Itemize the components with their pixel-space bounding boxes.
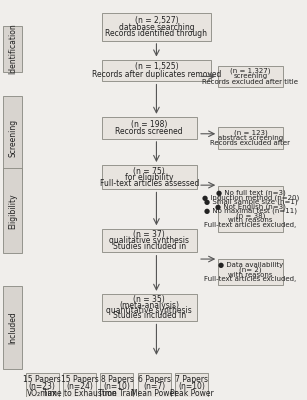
Text: 6 Papers: 6 Papers (138, 376, 171, 384)
Text: 8 Papers: 8 Papers (100, 376, 134, 384)
Text: quantitative synthesis: quantitative synthesis (107, 306, 192, 315)
Text: 7 Papers: 7 Papers (175, 376, 208, 384)
Text: (n=10): (n=10) (178, 382, 205, 391)
Text: Records excluded after: Records excluded after (211, 140, 290, 146)
FancyBboxPatch shape (102, 165, 196, 189)
Text: Eligibility: Eligibility (8, 193, 17, 229)
Text: with reasons: with reasons (228, 272, 273, 278)
Text: (n = 35): (n = 35) (133, 295, 165, 304)
Text: (n=10): (n=10) (103, 382, 130, 391)
Text: Time to Exhaustion: Time to Exhaustion (43, 389, 116, 398)
Text: (n = 123): (n = 123) (234, 129, 267, 136)
Text: Studies included in: Studies included in (113, 242, 186, 251)
Text: Screening: Screening (8, 119, 17, 157)
FancyBboxPatch shape (218, 186, 283, 232)
Text: ● Small sample size (n=1): ● Small sample size (n=1) (204, 199, 297, 205)
FancyBboxPatch shape (218, 259, 283, 285)
Text: (n=24): (n=24) (66, 382, 93, 391)
Text: Full-text articles excluded,: Full-text articles excluded, (204, 222, 297, 228)
Text: abstract screening: abstract screening (218, 135, 283, 141)
FancyBboxPatch shape (138, 373, 171, 400)
FancyBboxPatch shape (3, 26, 22, 72)
FancyBboxPatch shape (218, 127, 283, 148)
Text: Included: Included (8, 311, 17, 344)
FancyBboxPatch shape (102, 117, 196, 139)
FancyBboxPatch shape (26, 373, 59, 400)
Text: Full-text articles excluded,: Full-text articles excluded, (204, 276, 297, 282)
Text: 15 Papers: 15 Papers (61, 376, 99, 384)
Text: (n = 75): (n = 75) (133, 167, 165, 176)
Text: Records excluded after title: Records excluded after title (203, 79, 298, 85)
Text: Identification: Identification (8, 24, 17, 74)
Text: Records identified through: Records identified through (105, 29, 208, 38)
Text: qualitative synthesis: qualitative synthesis (109, 236, 189, 245)
Text: screening: screening (233, 74, 267, 80)
FancyBboxPatch shape (218, 66, 283, 87)
Text: (n = 1,525): (n = 1,525) (135, 62, 178, 71)
FancyBboxPatch shape (175, 373, 208, 400)
Text: (n = 2,527): (n = 2,527) (135, 16, 178, 25)
Text: Time Trail: Time Trail (99, 389, 135, 398)
Text: Studies included in: Studies included in (113, 311, 186, 320)
Text: (meta-analysis): (meta-analysis) (119, 300, 179, 310)
Text: ● Data availability: ● Data availability (218, 262, 283, 268)
FancyBboxPatch shape (102, 13, 211, 41)
Text: ● No maximal test (n=11): ● No maximal test (n=11) (204, 208, 297, 214)
FancyBboxPatch shape (102, 294, 196, 322)
FancyBboxPatch shape (3, 286, 22, 369)
Text: ● Induction method (n=20): ● Induction method (n=20) (202, 194, 299, 201)
Text: (n = 37): (n = 37) (133, 230, 165, 239)
FancyBboxPatch shape (63, 373, 96, 400)
Text: Peak Power: Peak Power (170, 389, 213, 398)
FancyBboxPatch shape (3, 168, 22, 253)
Text: ● No full text (n=3): ● No full text (n=3) (216, 190, 285, 196)
Text: (n=7): (n=7) (143, 382, 165, 391)
Text: 15 Papers: 15 Papers (23, 376, 61, 384)
Text: Records after duplicates removed: Records after duplicates removed (92, 70, 221, 79)
Text: database searching: database searching (119, 22, 194, 32)
Text: for eligibility: for eligibility (125, 173, 173, 182)
Text: (n = 38): (n = 38) (236, 212, 265, 219)
Text: (n = 1,327): (n = 1,327) (230, 68, 271, 74)
Text: (n= 2): (n= 2) (239, 266, 262, 273)
Text: VO₂max: VO₂max (27, 389, 58, 398)
Text: Full-text articles assessed: Full-text articles assessed (99, 178, 199, 188)
Text: Mean Power: Mean Power (131, 389, 177, 398)
Text: Records screened: Records screened (115, 127, 183, 136)
FancyBboxPatch shape (102, 229, 196, 252)
Text: (n = 198): (n = 198) (131, 120, 167, 129)
FancyBboxPatch shape (102, 60, 211, 82)
FancyBboxPatch shape (100, 373, 134, 400)
Text: with reasons: with reasons (228, 217, 273, 223)
Text: (n=23): (n=23) (29, 382, 56, 391)
FancyBboxPatch shape (3, 96, 22, 179)
Text: ● Not English (n=3): ● Not English (n=3) (215, 203, 286, 210)
